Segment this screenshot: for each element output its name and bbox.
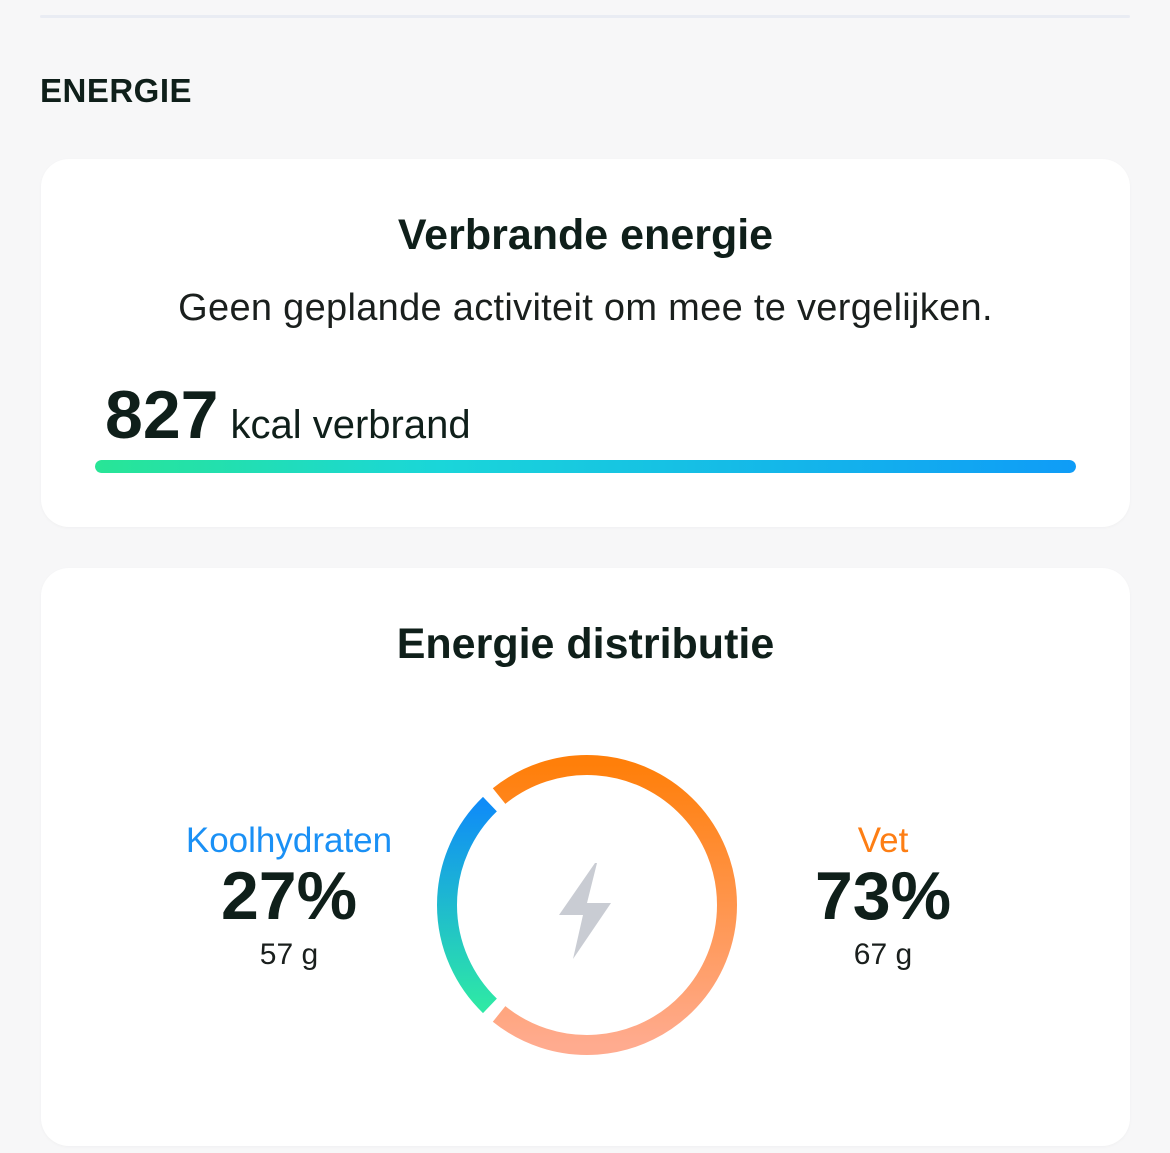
energy-distribution-card[interactable]: Energie distributie Koolhydraten 27% 57 … (41, 568, 1130, 1146)
fat-label: Vet (857, 821, 909, 860)
kcal-unit: kcal verbrand (230, 403, 471, 447)
burned-energy-subtitle: Geen geplande activiteit om mee te verge… (178, 287, 993, 329)
burned-energy-card[interactable]: Verbrande energie Geen geplande activite… (41, 159, 1130, 527)
donut-slice-fat (492, 755, 737, 1055)
top-divider (40, 15, 1130, 18)
burned-energy-progress-fill (95, 460, 1076, 473)
lightning-bolt-icon (559, 863, 611, 959)
carbs-label: Koolhydraten (185, 821, 393, 860)
energy-distribution-title: Energie distributie (396, 620, 775, 668)
donut-slice-carbs (437, 796, 497, 1014)
fat-grams: 67 g (853, 938, 913, 971)
kcal-value: 827 (105, 377, 219, 453)
burned-energy-title: Verbrande energie (397, 211, 774, 259)
carbs-percent: 27% (220, 858, 358, 934)
kcal-row: 827 kcal verbrand (105, 381, 471, 449)
burned-energy-progress-bar (95, 460, 1076, 473)
fat-stat: Vet 73% 67 g (733, 823, 1033, 970)
energy-distribution-donut-chart (437, 755, 737, 1055)
section-title: ENERGIE (40, 72, 193, 109)
fat-percent: 73% (814, 858, 952, 934)
carbs-stat: Koolhydraten 27% 57 g (139, 823, 439, 970)
carbs-grams: 57 g (259, 938, 319, 971)
